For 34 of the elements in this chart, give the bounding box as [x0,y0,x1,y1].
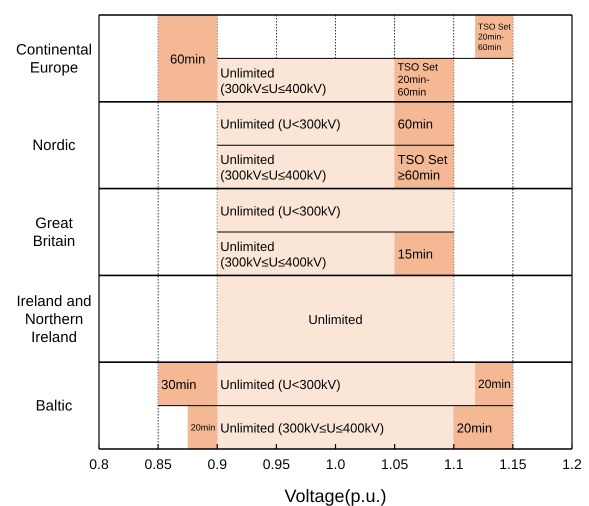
series-label: 15min [398,246,434,262]
text: 60min [398,116,434,131]
bar [394,232,454,276]
text: TSO Set 20min-60min [398,62,438,99]
x-tick-label: 0.95 [262,456,290,472]
series-label: Unlimited (300kV≤U≤400kV) [220,420,384,435]
x-tick-label: 1.05 [381,456,408,472]
series-label: Unlimited [308,311,363,326]
y-tick-label: Ireland and Northern Ireland [16,292,92,346]
x-tick-label: 1.15 [499,456,527,472]
x-tick-label: 0.85 [144,456,172,472]
series-label: 60min [170,50,206,66]
y-tick-label: Baltic [36,397,73,414]
text: Unlimited (U<300kV) [220,202,341,218]
series-label: 20min [478,376,511,391]
series-label: Unlimited (U<300kV) [220,116,341,131]
x-tick-label: 1.0 [326,456,346,472]
x-tick-label: 0.9 [208,456,228,472]
series-label: TSO Set ≥60min [398,152,448,182]
series-label: TSO Set 20min-60min [478,22,512,52]
text: Unlimited (300kV≤U≤400kV) [220,152,326,182]
series-label: 30min [161,376,197,392]
x-axis-title: Voltage(p.u.) [284,486,387,506]
x-tick-label: 1.1 [444,456,464,472]
text: 20min [456,420,492,435]
y-tick-label: Continental Europe [16,40,92,76]
text: Unlimited (300kV≤U≤400kV) [220,238,326,269]
x-tick-label: 0.8 [89,456,109,472]
series-label: 20min [190,422,216,432]
y-tick-label: Nordic [32,136,76,154]
text: Unlimited (300kV≤U≤400kV) [220,64,326,96]
x-tick-label: 1.2 [562,456,582,472]
text: Unlimited (U<300kV) [220,376,341,392]
y-tick-label: Great Britain [32,214,76,250]
